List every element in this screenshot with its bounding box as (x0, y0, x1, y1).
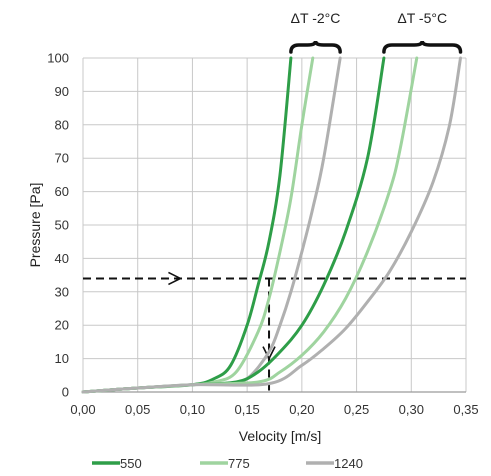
y-tick-labels: 0 10 20 30 40 50 60 70 80 90 100 (47, 51, 69, 400)
annotation-label: ΔT -2°C (291, 10, 341, 26)
x-tick-label: 0,25 (344, 402, 369, 417)
legend: 550 775 1240 (92, 456, 363, 471)
annotations: ΔT -2°C ΔT -5°C (289, 10, 463, 54)
y-axis-label: Pressure [Pa] (27, 183, 43, 268)
arrow-down-icon (262, 346, 276, 361)
y-tick-label: 100 (47, 51, 69, 66)
x-tick-labels: 0,00 0,05 0,10 0,15 0,20 0,25 0,30 0,35 (70, 402, 478, 417)
x-tick-label: 0,20 (289, 402, 314, 417)
annotation-brace-0 (289, 40, 342, 54)
x-tick-label: 0,30 (399, 402, 424, 417)
legend-label-1240: 1240 (334, 456, 363, 471)
x-tick-label: 0,10 (180, 402, 205, 417)
y-tick-label: 80 (55, 117, 69, 132)
y-tick-label: 20 (55, 318, 69, 333)
x-tick-label: 0,15 (234, 402, 259, 417)
x-tick-label: 0,00 (70, 402, 95, 417)
y-tick-label: 90 (55, 84, 69, 99)
x-axis-label: Velocity [m/s] (239, 428, 321, 444)
y-tick-label: 10 (55, 351, 69, 366)
y-tick-label: 60 (55, 184, 69, 199)
y-tick-label: 70 (55, 151, 69, 166)
y-tick-label: 30 (55, 284, 69, 299)
annotation-label: ΔT -5°C (397, 10, 447, 26)
legend-label-550: 550 (120, 456, 142, 471)
y-tick-label: 40 (55, 251, 69, 266)
legend-label-775: 775 (228, 456, 250, 471)
annotation-brace-1 (382, 40, 463, 54)
series-group (81, 56, 462, 394)
arrow-right-icon (168, 271, 183, 286)
y-tick-label: 0 (62, 385, 69, 400)
x-tick-label: 0,05 (125, 402, 150, 417)
series-line-1240-dt5 (81, 56, 462, 394)
x-tick-label: 0,35 (453, 402, 478, 417)
y-tick-label: 50 (55, 218, 69, 233)
grid (82, 57, 467, 393)
